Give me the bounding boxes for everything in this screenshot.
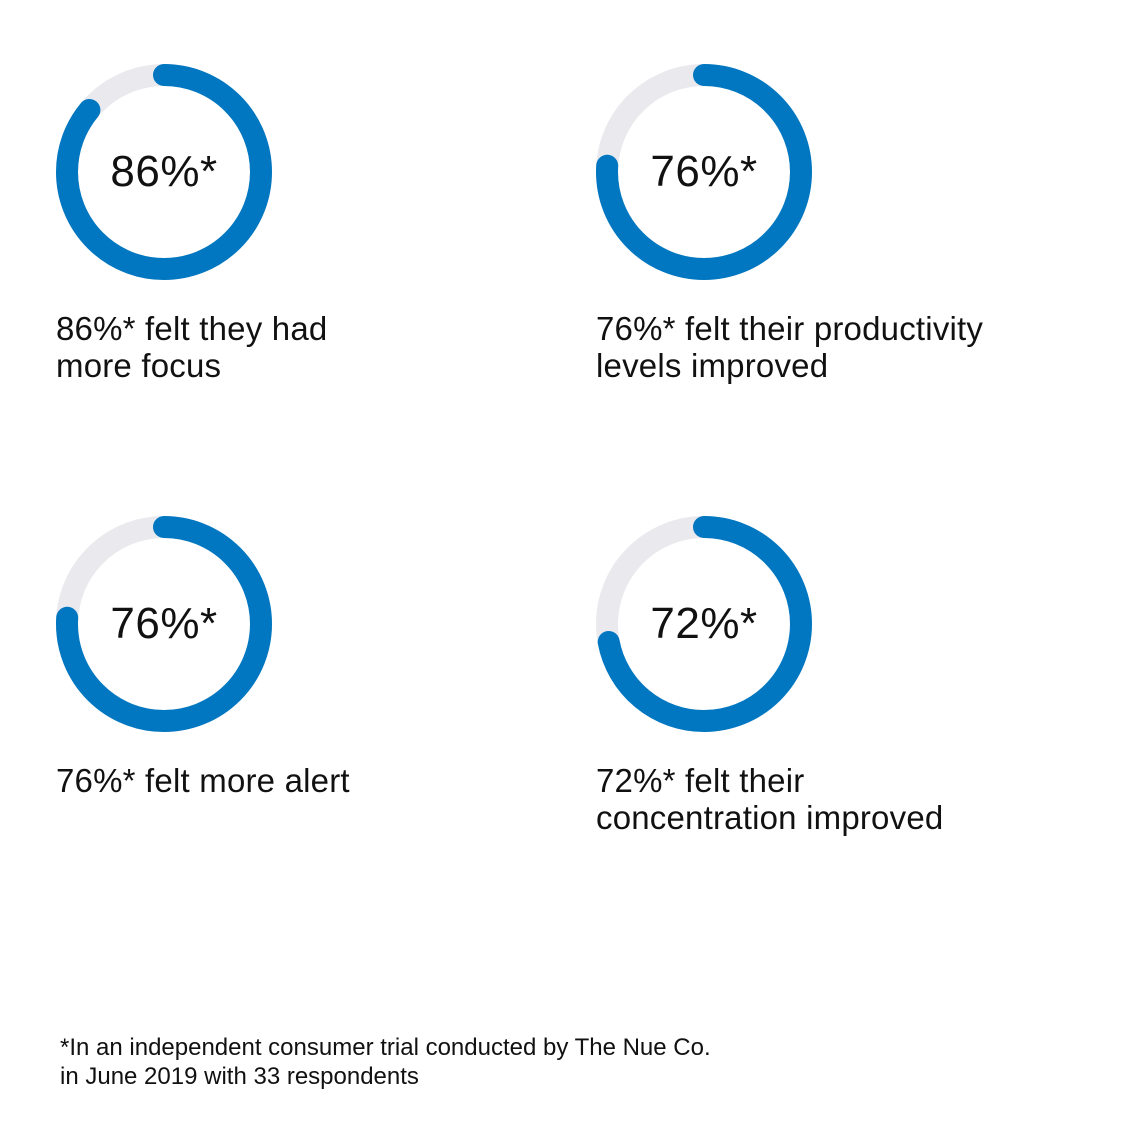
footnote-line: *In an independent consumer trial conduc… xyxy=(60,1034,711,1061)
stat-card: 72%* 72%* felt their concentration impro… xyxy=(596,516,1116,836)
donut-center-label: 76%* xyxy=(650,147,758,196)
stat-caption: 76%* felt their productivity levels impr… xyxy=(596,310,1066,384)
donut-svg xyxy=(56,64,272,280)
donut-arc xyxy=(596,64,812,280)
donut-chart: 72%* xyxy=(596,516,812,732)
footnote-line: in June 2019 with 33 respondents xyxy=(60,1063,419,1090)
donut-svg xyxy=(596,64,812,280)
stat-caption: 86%* felt they had more focus xyxy=(56,310,526,384)
stat-caption-line: levels improved xyxy=(596,347,829,384)
stat-caption-line: 76%* felt more alert xyxy=(56,762,350,799)
stat-caption-line: 72%* felt their xyxy=(596,762,805,799)
stat-caption-line: 86%* felt they had xyxy=(56,310,328,347)
donut-chart: 76%* xyxy=(56,516,272,732)
stat-card: 76%* 76%* felt their productivity levels… xyxy=(596,64,1116,384)
stat-caption: 72%* felt their concentration improved xyxy=(596,762,1066,836)
donut-arc xyxy=(56,64,272,280)
donut-center-label: 76%* xyxy=(110,599,218,648)
donut-arc xyxy=(596,516,812,732)
donut-svg xyxy=(596,516,812,732)
stat-caption: 76%* felt more alert xyxy=(56,762,526,799)
stat-card: 76%* 76%* felt more alert xyxy=(56,516,576,799)
stat-caption-line: concentration improved xyxy=(596,799,944,836)
donut-svg xyxy=(56,516,272,732)
donut-arc xyxy=(56,516,272,732)
donut-chart: 86%* xyxy=(56,64,272,280)
footnote: *In an independent consumer trial conduc… xyxy=(60,1033,880,1091)
donut-center-label: 72%* xyxy=(650,599,758,648)
stat-caption-line: more focus xyxy=(56,347,222,384)
stat-caption-line: 76%* felt their productivity xyxy=(596,310,984,347)
donut-center-label: 86%* xyxy=(110,147,218,196)
donut-chart: 76%* xyxy=(596,64,812,280)
stat-card: 86%* 86%* felt they had more focus xyxy=(56,64,576,384)
